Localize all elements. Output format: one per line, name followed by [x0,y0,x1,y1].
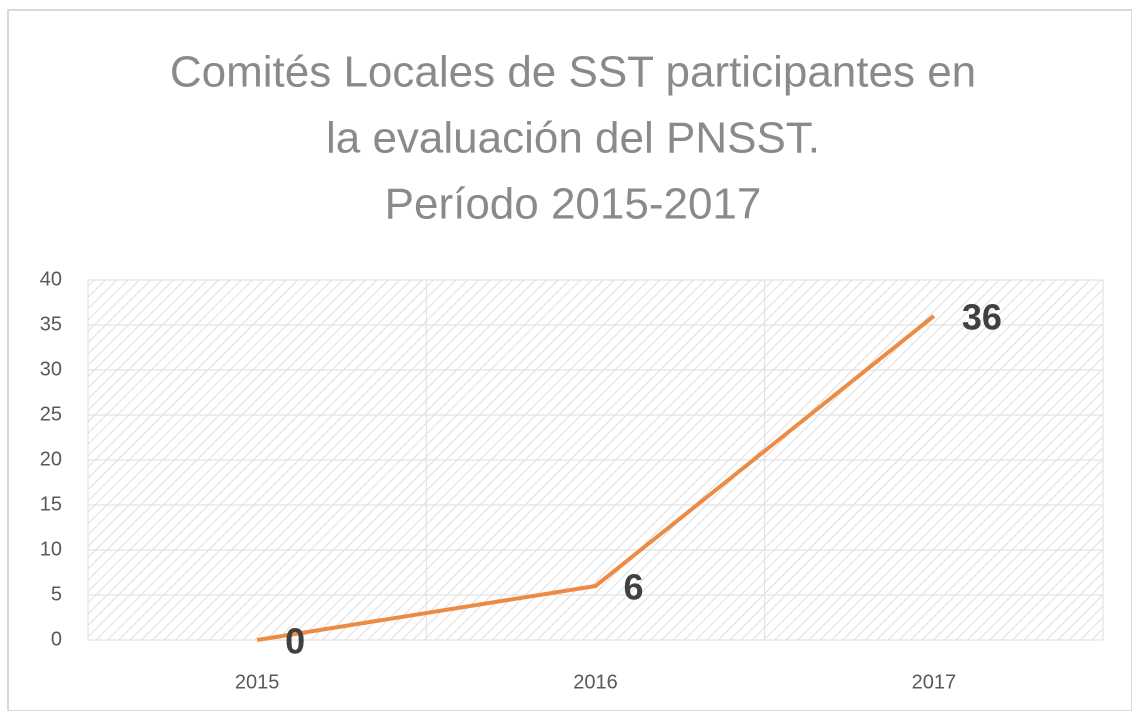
y-tick-label: 10 [40,538,62,560]
chart-title: Período 2015-2017 [385,180,762,229]
y-tick-label: 25 [40,403,62,425]
y-tick-label: 5 [51,583,62,605]
data-label: 6 [624,567,644,608]
y-tick-label: 35 [40,313,62,335]
x-tick-label: 2017 [912,671,957,693]
y-tick-label: 15 [40,493,62,515]
data-label: 0 [285,621,305,662]
y-tick-label: 0 [51,628,62,650]
data-label: 36 [962,297,1002,338]
y-tick-label: 30 [40,358,62,380]
x-tick-label: 2016 [573,671,618,693]
y-tick-label: 40 [40,268,62,290]
chart-title: Comités Locales de SST participantes en [170,48,976,97]
y-tick-label: 20 [40,448,62,470]
line [256,314,936,642]
x-tick-label: 2015 [235,671,280,693]
chart-title: la evaluación del PNSST. [326,114,820,163]
